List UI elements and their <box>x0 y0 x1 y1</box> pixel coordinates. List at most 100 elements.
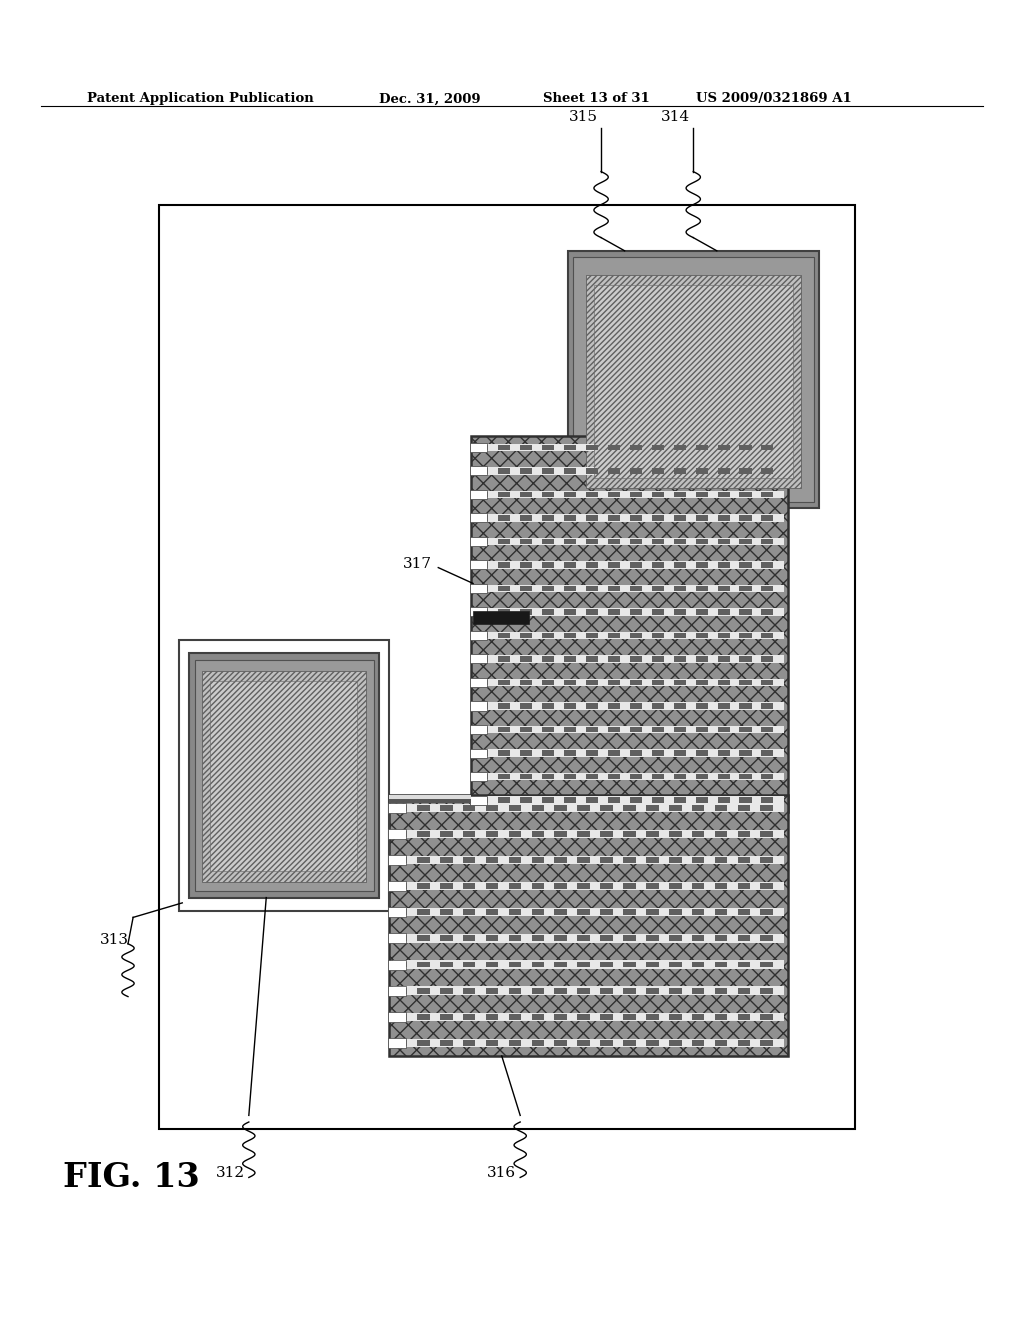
Bar <box>739 492 752 498</box>
Bar <box>388 933 406 944</box>
Bar <box>737 987 751 994</box>
Bar <box>761 830 773 837</box>
Bar <box>715 1040 727 1045</box>
Bar <box>692 909 705 915</box>
Bar <box>624 1040 636 1045</box>
Bar <box>608 680 620 685</box>
Bar <box>564 445 575 450</box>
Bar <box>417 1014 430 1020</box>
Bar <box>762 774 773 779</box>
Bar <box>542 750 554 755</box>
Bar <box>520 727 532 733</box>
Bar <box>608 562 620 568</box>
Bar <box>475 655 784 663</box>
Bar <box>554 961 567 968</box>
Bar <box>440 1040 453 1045</box>
Bar <box>554 909 567 915</box>
Bar <box>586 539 598 544</box>
Bar <box>470 607 487 616</box>
Bar <box>624 857 636 863</box>
Bar <box>651 797 664 803</box>
Bar <box>586 275 801 488</box>
Bar <box>564 632 575 638</box>
Bar <box>630 750 642 755</box>
Bar <box>692 830 705 837</box>
Bar <box>498 774 510 779</box>
Bar <box>669 987 682 994</box>
Bar <box>739 562 752 568</box>
Bar <box>440 883 453 890</box>
Bar <box>762 727 773 733</box>
Bar <box>600 909 612 915</box>
Bar <box>498 469 510 474</box>
Bar <box>651 562 664 568</box>
Bar <box>470 537 486 546</box>
Bar <box>608 632 620 638</box>
Bar <box>695 704 708 709</box>
Bar <box>417 909 430 915</box>
Bar <box>531 1014 544 1020</box>
Bar <box>674 539 686 544</box>
Bar <box>476 610 488 615</box>
Bar <box>440 857 453 863</box>
Bar <box>608 727 620 733</box>
Bar <box>586 704 598 709</box>
Bar <box>762 610 773 615</box>
Bar <box>159 205 855 1129</box>
Bar <box>476 797 488 803</box>
Bar <box>542 680 554 685</box>
Bar <box>630 586 642 591</box>
Bar <box>600 987 612 994</box>
Bar <box>475 609 784 615</box>
Bar <box>542 515 554 520</box>
Bar <box>542 562 554 568</box>
Bar <box>739 774 752 779</box>
Bar <box>692 987 705 994</box>
Bar <box>470 748 487 758</box>
Bar <box>475 513 784 521</box>
Bar <box>388 960 406 970</box>
Bar <box>739 727 752 733</box>
Bar <box>692 1040 705 1045</box>
Bar <box>393 961 784 969</box>
Bar <box>520 586 532 591</box>
Bar <box>578 909 590 915</box>
Bar <box>692 805 705 810</box>
Bar <box>520 492 532 498</box>
Bar <box>651 656 664 661</box>
Bar <box>470 561 486 569</box>
Bar <box>715 1014 727 1020</box>
Bar <box>586 680 598 685</box>
Bar <box>718 586 729 591</box>
Bar <box>718 632 729 638</box>
Bar <box>624 936 636 941</box>
Bar <box>578 883 590 890</box>
Bar <box>695 492 708 498</box>
Bar <box>630 562 642 568</box>
Bar <box>388 803 406 813</box>
Bar <box>695 774 708 779</box>
Bar <box>718 610 729 615</box>
Bar <box>739 445 752 450</box>
Bar <box>470 466 487 475</box>
Bar <box>651 492 664 498</box>
Bar <box>476 539 488 544</box>
Bar <box>463 936 475 941</box>
Bar <box>470 678 486 686</box>
Bar <box>695 562 708 568</box>
Bar <box>630 704 642 709</box>
Bar <box>608 610 620 615</box>
Text: 316: 316 <box>487 1167 516 1180</box>
Bar <box>520 656 532 661</box>
Bar <box>470 490 487 499</box>
Bar <box>485 936 499 941</box>
Bar <box>498 515 510 520</box>
Bar <box>762 586 773 591</box>
Bar <box>739 539 752 544</box>
Bar <box>674 797 686 803</box>
Bar <box>564 586 575 591</box>
Bar <box>417 987 430 994</box>
Bar <box>394 909 407 915</box>
Bar <box>737 830 751 837</box>
Bar <box>475 467 784 475</box>
